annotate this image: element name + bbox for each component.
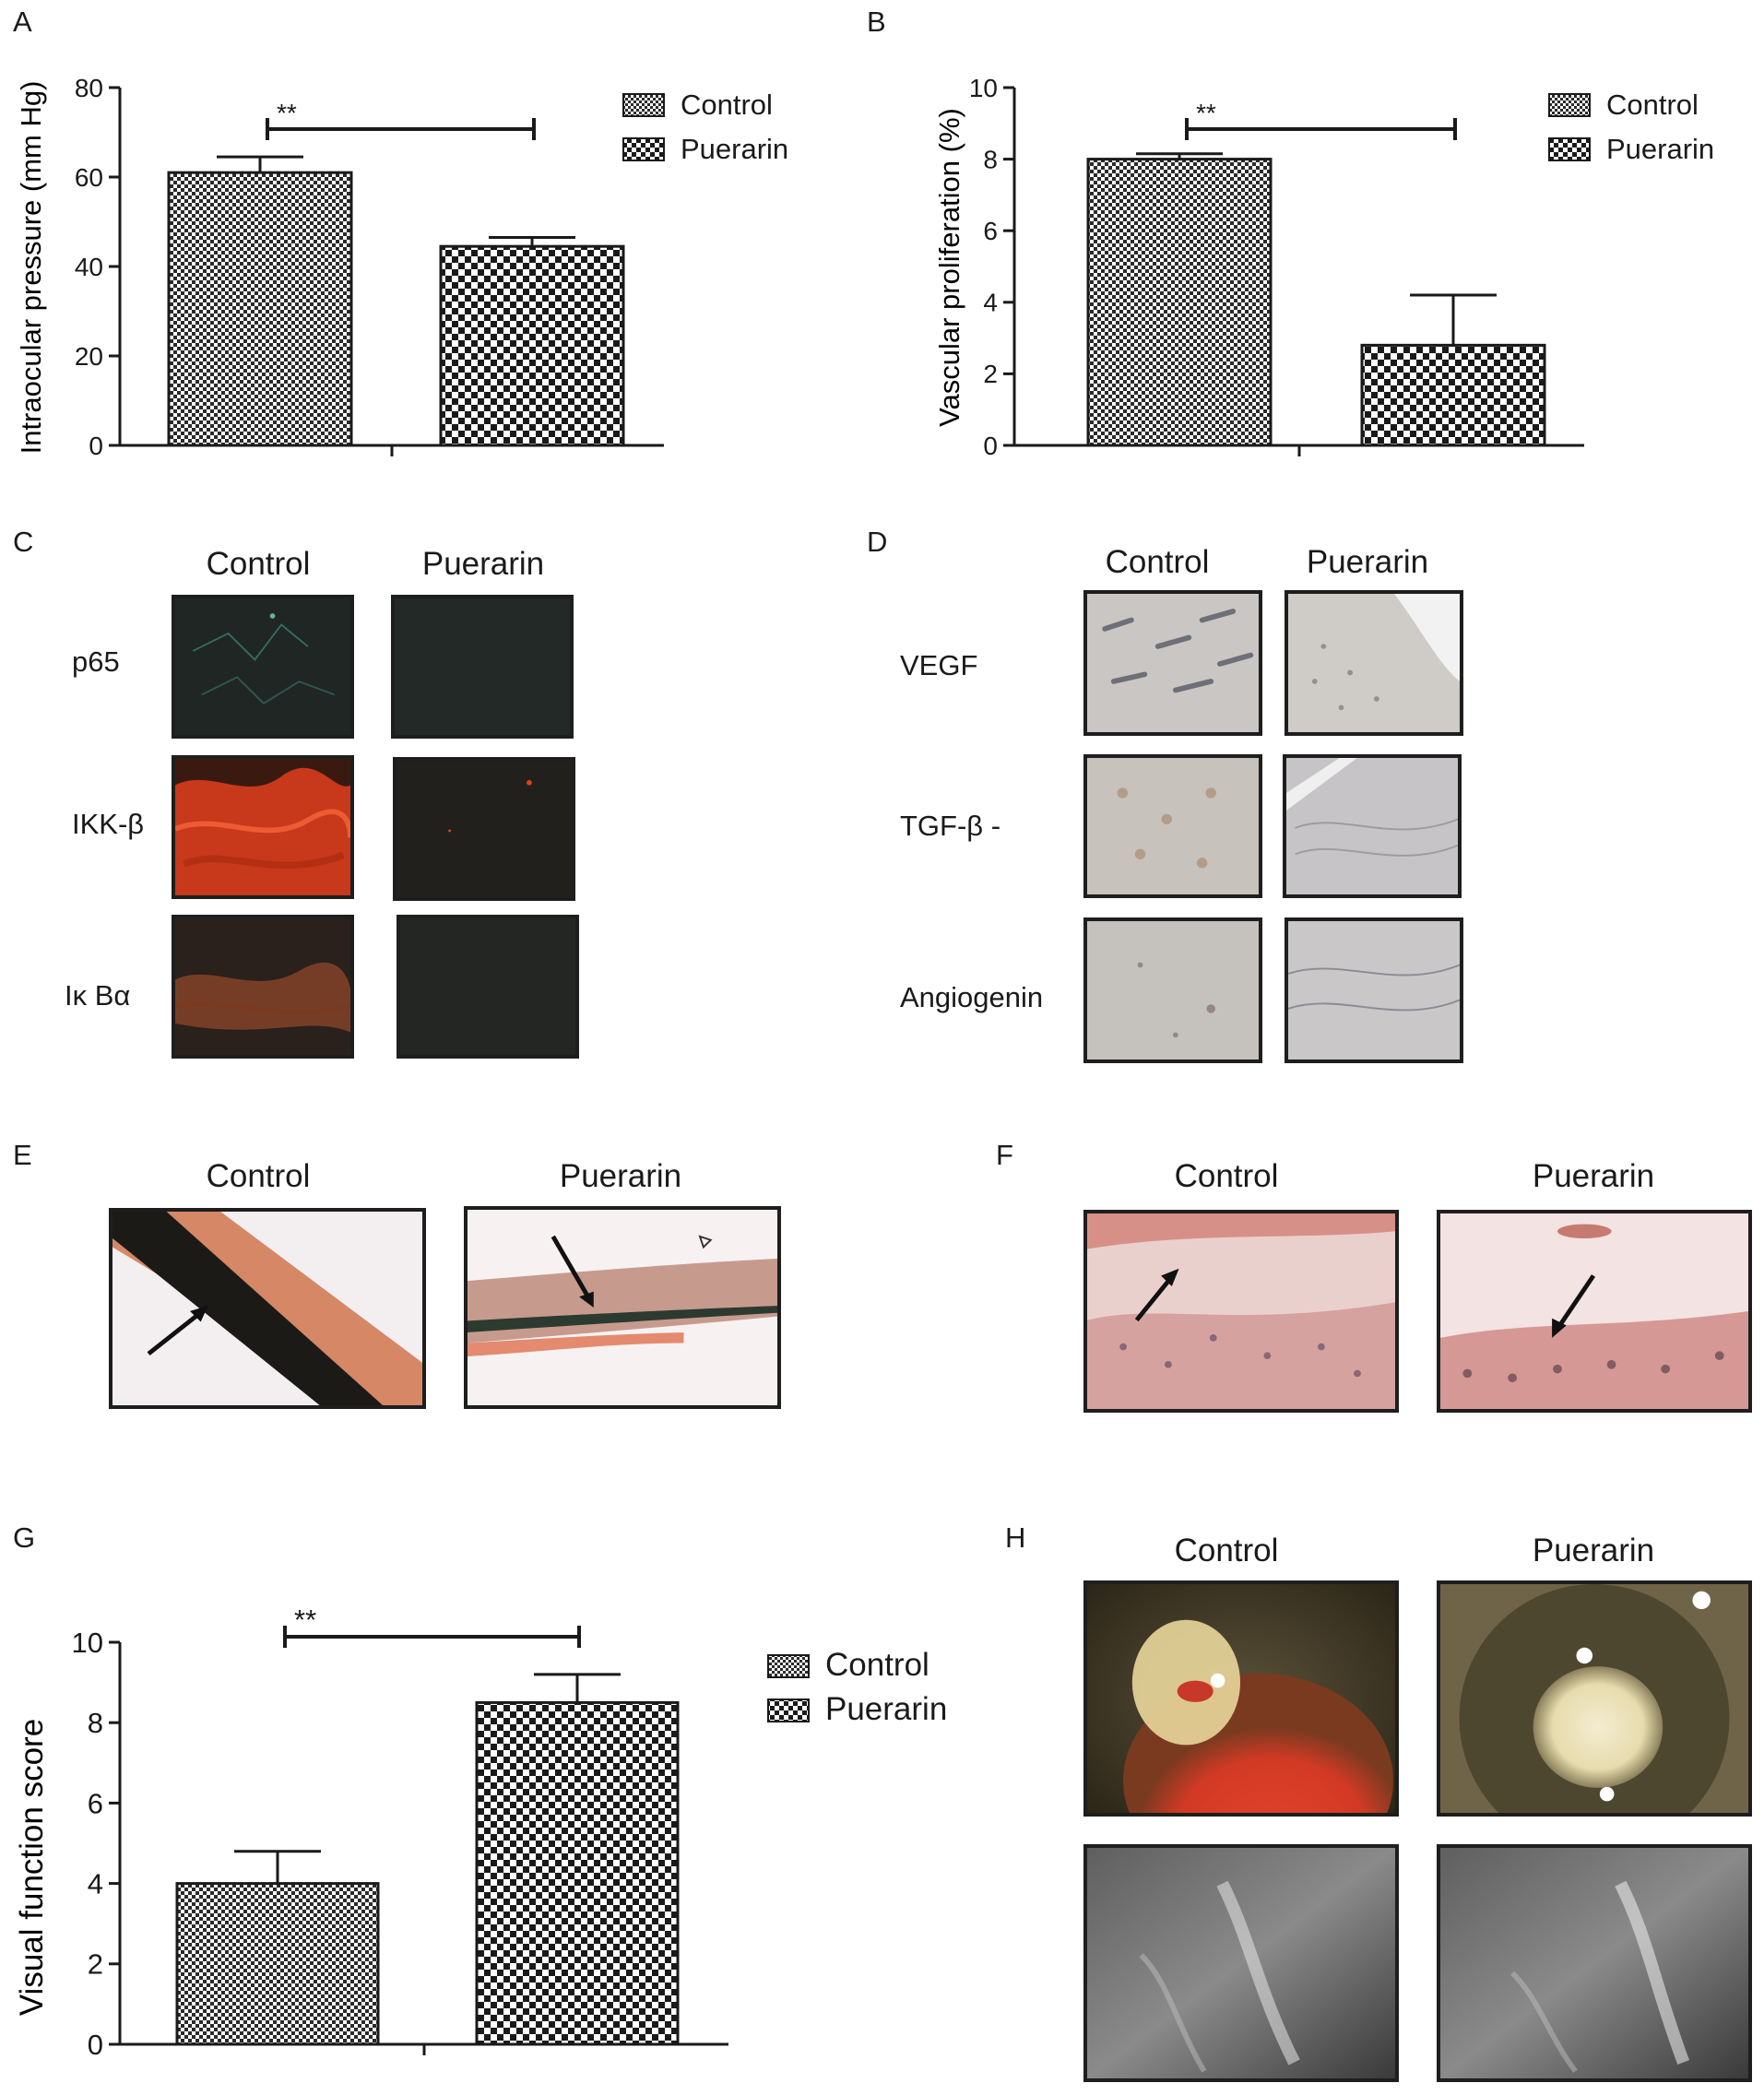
panel-d-tgf-control-image xyxy=(1083,754,1262,898)
y-tick-label: 60 xyxy=(75,163,103,192)
legend-label-puerarin: Puerarin xyxy=(681,133,788,165)
chart-b-vascular-proliferation: Vascular proliferation (%) 0 2 4 6 8 10 ** Co… xyxy=(933,74,1714,460)
panel-d-row-vegf: VEGF xyxy=(900,649,978,681)
panel-e-puerarin-image xyxy=(464,1206,781,1409)
y-tick-label: 0 xyxy=(88,2029,103,2061)
legend-swatch-puerarin xyxy=(767,1698,810,1722)
panel-h-col-puerarin: Puerarin xyxy=(1532,1533,1655,1568)
bar-puerarin xyxy=(475,1700,680,2046)
significance-label: ** xyxy=(294,1604,316,1636)
bar-control xyxy=(1086,158,1273,447)
panel-d-vegf-puerarin-image xyxy=(1285,590,1463,736)
y-tick-label: 6 xyxy=(88,1787,103,1819)
chart-g-visual-function: Visual function score 0 2 4 6 8 10 ** Control… xyxy=(14,1604,947,2061)
legend-label-control: Control xyxy=(1606,89,1699,121)
arrow-icon xyxy=(551,1235,591,1300)
panel-h-puerarin-fundus-image xyxy=(1437,1844,1752,2082)
panel-letter-c: C xyxy=(13,526,34,558)
y-tick-label: 2 xyxy=(88,1948,103,1981)
panel-letter-d: D xyxy=(867,526,888,558)
legend-swatch-puerarin xyxy=(622,137,665,161)
legend-label-control: Control xyxy=(825,1647,929,1683)
y-tick-label: 80 xyxy=(75,74,103,102)
y-tick-label: 4 xyxy=(983,289,998,317)
panel-c-col-control: Control xyxy=(206,546,311,582)
panel-c-ikb-puerarin-image xyxy=(397,915,579,1059)
panel-c-ikk-control-image xyxy=(172,755,354,899)
panel-letter-f: F xyxy=(996,1139,1013,1171)
panel-h-col-control: Control xyxy=(1174,1533,1279,1568)
panel-e-col-control: Control xyxy=(206,1158,311,1194)
panel-c-row-ikk-beta: IKK-β xyxy=(72,808,145,840)
panel-c-p65-puerarin-image xyxy=(391,595,574,739)
chart-a-y-axis-label: Intraocular pressure (mm Hg) xyxy=(15,81,47,455)
bar-puerarin xyxy=(1360,343,1546,447)
bar-control xyxy=(175,1882,380,2046)
bar-puerarin xyxy=(439,244,625,447)
panel-h-puerarin-eye-image xyxy=(1437,1580,1752,1817)
panel-f-puerarin-image xyxy=(1437,1210,1752,1413)
arrow-icon xyxy=(1134,1273,1175,1322)
panel-c-row-ikb-alpha: Iκ Bα xyxy=(65,979,131,1012)
panel-letter-a: A xyxy=(13,6,32,38)
panel-h-control-fundus-image xyxy=(1083,1844,1399,2082)
panel-c-ikk-puerarin-image xyxy=(393,757,575,901)
legend-label-puerarin: Puerarin xyxy=(825,1691,947,1727)
y-tick-label: 8 xyxy=(88,1707,103,1739)
significance-label: ** xyxy=(1196,99,1216,127)
panel-d-angiogenin-control-image xyxy=(1083,917,1262,1063)
y-tick-label: 0 xyxy=(89,432,103,460)
panel-letter-h: H xyxy=(1005,1521,1026,1554)
panel-d-tgf-puerarin-image xyxy=(1283,754,1462,898)
panel-d-row-tgf-beta: TGF-β - xyxy=(900,810,1001,842)
legend-swatch-control xyxy=(767,1654,810,1678)
panel-d-vegf-control-image xyxy=(1083,590,1262,736)
panel-f-control-image xyxy=(1083,1210,1399,1413)
legend-swatch-control xyxy=(1548,93,1591,117)
arrow-icon xyxy=(1555,1274,1596,1331)
y-tick-label: 4 xyxy=(88,1867,103,1900)
panel-h-control-eye-image xyxy=(1083,1580,1399,1817)
panel-d-col-puerarin: Puerarin xyxy=(1306,544,1429,580)
legend-label-control: Control xyxy=(681,89,773,121)
panel-c-p65-control-image xyxy=(172,595,354,739)
panel-d-col-control: Control xyxy=(1105,544,1210,580)
chart-b-y-axis-label: Vascular proliferation (%) xyxy=(933,108,965,427)
panel-c-col-puerarin: Puerarin xyxy=(421,546,545,582)
chart-a-intraocular-pressure: Intraocular pressure (mm Hg) 0 20 40 60 80 *… xyxy=(15,74,788,460)
panel-f-col-control: Control xyxy=(1174,1158,1279,1194)
panel-e-control-image xyxy=(109,1208,426,1409)
y-tick-label: 0 xyxy=(983,432,998,460)
panel-letter-b: B xyxy=(867,6,886,38)
bar-control xyxy=(167,171,353,447)
chart-g-y-axis-label: Visual function score xyxy=(14,1719,50,2016)
y-tick-label: 40 xyxy=(75,253,103,281)
y-tick-label: 10 xyxy=(969,74,998,102)
y-tick-label: 8 xyxy=(983,145,998,173)
panel-letter-e: E xyxy=(13,1139,32,1171)
y-tick-label: 10 xyxy=(72,1627,103,1659)
panel-d-row-angiogenin: Angiogenin xyxy=(900,981,1044,1013)
panel-e-col-puerarin: Puerarin xyxy=(559,1158,682,1194)
arrow-icon xyxy=(147,1309,205,1356)
panel-f-col-puerarin: Puerarin xyxy=(1532,1158,1655,1194)
significance-label: ** xyxy=(277,99,297,127)
y-tick-label: 6 xyxy=(983,217,998,245)
y-tick-label: 20 xyxy=(75,342,103,371)
legend-swatch-puerarin xyxy=(1548,137,1591,161)
panel-c-row-p65: p65 xyxy=(72,645,120,678)
panel-c-ikb-control-image xyxy=(172,915,354,1059)
legend-label-puerarin: Puerarin xyxy=(1606,133,1714,165)
legend-swatch-control xyxy=(622,93,665,117)
panel-d-angiogenin-puerarin-image xyxy=(1285,917,1463,1063)
y-tick-label: 2 xyxy=(983,360,998,388)
panel-letter-g: G xyxy=(13,1521,36,1554)
